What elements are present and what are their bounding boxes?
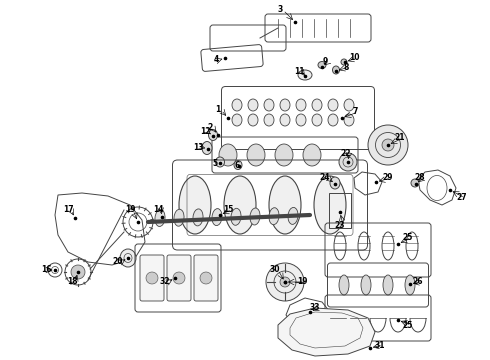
Text: 21: 21 [395,134,405,143]
Text: 10: 10 [349,54,359,63]
Ellipse shape [232,99,242,111]
Text: 29: 29 [383,174,393,183]
Ellipse shape [155,210,165,226]
Ellipse shape [231,208,241,225]
Ellipse shape [264,99,274,111]
Text: 25: 25 [403,320,413,329]
Ellipse shape [179,176,211,234]
Ellipse shape [200,272,212,284]
Ellipse shape [250,208,260,225]
Text: 12: 12 [200,127,210,136]
Ellipse shape [71,265,85,279]
Ellipse shape [368,125,408,165]
Ellipse shape [328,99,338,111]
Text: 11: 11 [294,68,304,77]
Ellipse shape [173,272,185,284]
Ellipse shape [328,114,338,126]
Ellipse shape [333,66,340,74]
Bar [329,193,351,228]
Ellipse shape [248,114,258,126]
Ellipse shape [193,209,203,226]
Ellipse shape [146,272,158,284]
FancyBboxPatch shape [140,255,164,301]
Ellipse shape [234,161,242,170]
Text: 23: 23 [335,220,345,230]
Text: 26: 26 [413,278,423,287]
Text: 9: 9 [322,58,328,67]
Text: 19: 19 [297,278,307,287]
Ellipse shape [264,114,274,126]
Ellipse shape [269,208,279,225]
Text: 20: 20 [113,257,123,266]
Ellipse shape [296,99,306,111]
Text: 33: 33 [310,303,320,312]
Ellipse shape [275,144,293,166]
Polygon shape [278,308,375,356]
Ellipse shape [318,62,326,68]
Ellipse shape [288,207,298,224]
Ellipse shape [383,275,393,295]
Ellipse shape [212,209,222,226]
Ellipse shape [382,139,394,151]
Ellipse shape [216,157,224,167]
Ellipse shape [344,99,354,111]
Ellipse shape [330,177,340,189]
Ellipse shape [219,144,237,166]
Text: 19: 19 [125,206,135,215]
Ellipse shape [202,141,212,154]
Text: 13: 13 [193,143,203,152]
Ellipse shape [224,176,256,234]
Text: 7: 7 [352,108,358,117]
Text: 31: 31 [375,341,385,350]
Ellipse shape [232,114,242,126]
Text: 28: 28 [415,174,425,183]
Ellipse shape [269,176,301,234]
Ellipse shape [405,275,415,295]
Text: 5: 5 [213,158,218,167]
Text: 25: 25 [403,234,413,243]
Ellipse shape [280,114,290,126]
Text: 22: 22 [341,148,351,158]
Ellipse shape [280,99,290,111]
Text: 18: 18 [67,278,77,287]
Ellipse shape [248,99,258,111]
Ellipse shape [339,153,357,171]
Text: 6: 6 [234,162,240,171]
Text: 8: 8 [343,63,349,72]
Ellipse shape [341,59,347,65]
FancyBboxPatch shape [167,255,191,301]
Text: 16: 16 [41,266,51,274]
Ellipse shape [361,275,371,295]
Ellipse shape [280,277,290,287]
Text: 27: 27 [457,194,467,202]
Ellipse shape [209,130,218,140]
Ellipse shape [312,114,322,126]
Ellipse shape [314,176,346,234]
Ellipse shape [247,144,265,166]
FancyBboxPatch shape [194,255,218,301]
Ellipse shape [174,209,184,226]
Text: 15: 15 [223,206,233,215]
Ellipse shape [266,263,304,301]
Text: 14: 14 [153,206,163,215]
Text: 17: 17 [63,206,74,215]
Text: 4: 4 [213,55,219,64]
Ellipse shape [303,144,321,166]
Text: 32: 32 [160,278,170,287]
Ellipse shape [344,114,354,126]
Ellipse shape [296,114,306,126]
Text: 30: 30 [270,266,280,274]
Text: 24: 24 [320,174,330,183]
Ellipse shape [411,179,419,187]
Text: 2: 2 [207,123,213,132]
Ellipse shape [298,70,312,80]
Ellipse shape [120,249,136,267]
Ellipse shape [339,275,349,295]
Ellipse shape [312,99,322,111]
Text: 3: 3 [277,5,283,14]
Text: 1: 1 [216,105,220,114]
